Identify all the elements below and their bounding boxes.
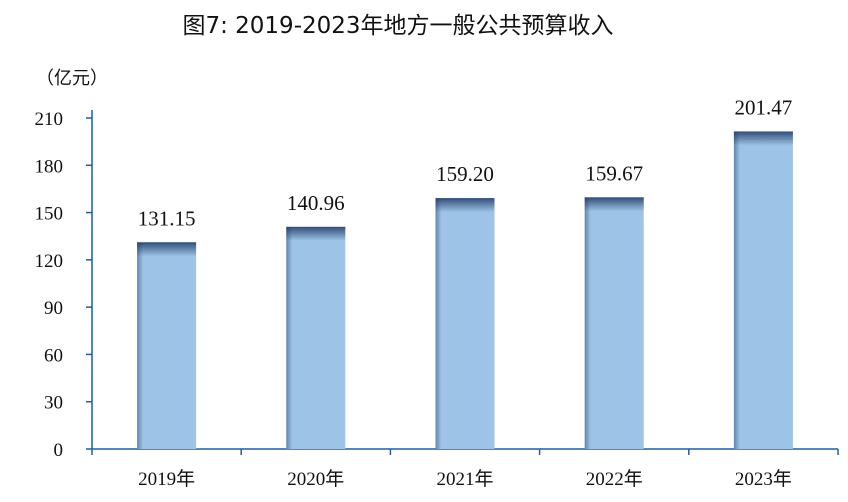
x-category-label: 2023年 (735, 468, 792, 490)
y-tick-label: 150 (35, 204, 64, 225)
bar-top-shade (584, 197, 644, 212)
x-category-label: 2019年 (138, 468, 195, 490)
bar-top-shade (286, 226, 346, 241)
bar-left-shade (584, 197, 591, 449)
bar-top-shade (733, 131, 793, 146)
data-label: 131.15 (138, 206, 196, 230)
bar-top-shade (435, 198, 495, 213)
data-label: 201.47 (735, 95, 793, 119)
data-label: 159.67 (585, 161, 643, 185)
chart-title: 图7: 2019-2023年地方一般公共预算收入 (182, 13, 613, 39)
y-tick-label: 210 (35, 109, 64, 130)
x-category-label: 2020年 (287, 468, 344, 490)
bar-left-shade (435, 198, 442, 449)
x-category-label: 2022年 (586, 468, 643, 490)
y-tick-label: 0 (54, 440, 64, 461)
data-label: 159.20 (436, 162, 494, 186)
bar (733, 131, 793, 450)
y-tick-label: 180 (35, 156, 64, 177)
bar-top-shade (137, 242, 197, 257)
y-tick-label: 120 (35, 251, 64, 272)
y-tick-label: 30 (44, 393, 63, 414)
bar-left-shade (286, 226, 293, 449)
y-tick-label: 60 (44, 345, 63, 366)
plot-area: 0 30 60 90 120 150 180 210 131.15 2019年 140.96 2020… (35, 95, 839, 490)
y-axis-unit: （亿元） (36, 68, 108, 89)
bar-left-shade (137, 242, 144, 449)
x-category-label: 2021年 (436, 468, 493, 490)
bar (137, 242, 197, 449)
bar-left-shade (733, 131, 740, 450)
bar (584, 197, 644, 449)
bar (286, 226, 346, 449)
data-label: 140.96 (287, 191, 345, 215)
bar (435, 198, 495, 449)
y-tick-label: 90 (44, 298, 63, 319)
